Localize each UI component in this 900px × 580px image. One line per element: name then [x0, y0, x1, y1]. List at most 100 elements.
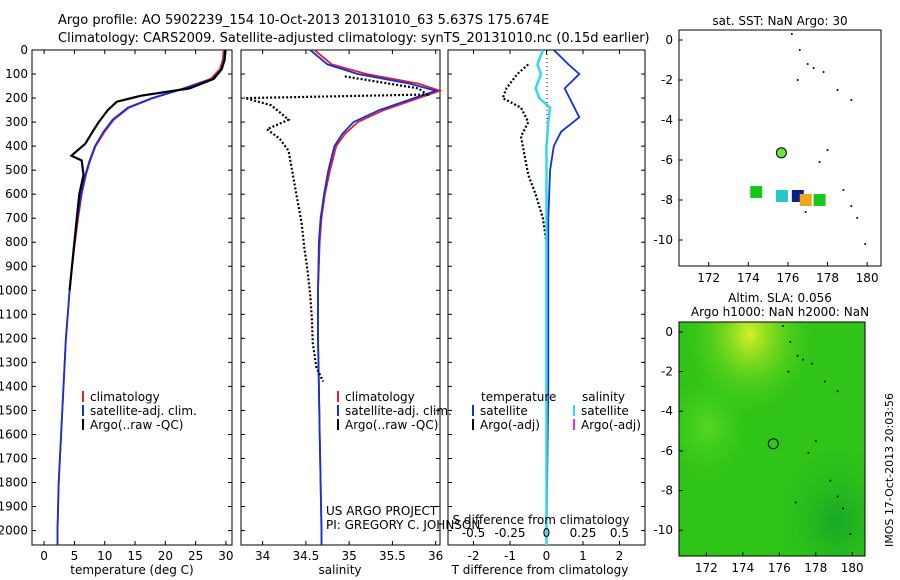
island-dot — [794, 501, 797, 504]
lat-tick-label: -8 — [661, 484, 673, 498]
series-line-salinity-satellite — [534, 49, 552, 545]
sst-map-lat-ticks: 0 -2 -4 -6 -8 -10 — [653, 33, 683, 247]
x-tick-label: 2 — [616, 549, 624, 563]
island-dot — [787, 370, 790, 373]
sst-map-title: sat. SST: NaN Argo: 30 — [712, 14, 847, 28]
temperature-panel: 0100200300400500600700800900100011001200… — [0, 43, 234, 577]
argo-square — [799, 194, 812, 206]
depth-tick-label: 1400 — [0, 379, 28, 393]
depth-tick-label: 1300 — [0, 355, 28, 369]
credits-line-1: US ARGO PROJECT — [326, 504, 438, 518]
x-tick-label: 10 — [97, 549, 112, 563]
legend-climatology: climatology — [90, 390, 160, 404]
x-tick-label: -1 — [504, 549, 516, 563]
s-tick-label: 0 — [543, 526, 551, 540]
x-tick-label: 30 — [218, 549, 233, 563]
legend-t-argo: Argo(-adj) — [480, 418, 540, 432]
x-tick-label: 0 — [40, 549, 48, 563]
depth-tick-label: 1800 — [0, 476, 28, 490]
depth-tick-label: 800 — [5, 235, 28, 249]
legend-swatch-argo — [337, 419, 339, 430]
salinity-legend: climatology satellite-adj. clim. Argo(..… — [337, 390, 452, 432]
difference-lines — [501, 49, 581, 545]
depth-tick-label: 600 — [5, 187, 28, 201]
lon-tick-label: 178 — [804, 561, 827, 575]
lat-tick-label: 0 — [665, 325, 673, 339]
legend-temperature-header: temperature — [481, 390, 556, 404]
s-difference-label: S difference from climatology — [453, 513, 630, 527]
legend-swatch-t-argo — [472, 419, 474, 430]
island-dot — [826, 149, 829, 151]
lat-tick-label: -2 — [661, 73, 673, 87]
credits-line-2: PI: GREGORY C. JOHNSON — [326, 518, 480, 532]
lon-tick-label: 172 — [695, 561, 718, 575]
sla-map-panel: Altim. SLA: 0.056 Argo h1000: NaN h2000:… — [653, 291, 869, 575]
legend-s-satellite: satellite — [581, 404, 629, 418]
difference-y-ticks — [448, 49, 645, 532]
island-dot — [798, 49, 801, 51]
island-dot — [781, 324, 784, 327]
island-dot — [789, 340, 792, 343]
s-tick-label: 0.5 — [610, 526, 629, 540]
lat-tick-label: -10 — [653, 233, 673, 247]
legend-argo: Argo(..raw -QC) — [90, 418, 183, 432]
salinity-panel: 34 34.5 35 35.5 36 climatology satellite-adj… — [240, 49, 480, 577]
legend-s-argo: Argo(-adj) — [581, 418, 641, 432]
legend-swatch-satellite — [337, 405, 339, 416]
depth-tick-label: 1600 — [0, 427, 28, 441]
island-dot — [796, 79, 799, 81]
island-dot — [836, 495, 839, 498]
t-difference-label: T difference from climatology — [451, 563, 629, 577]
s-tick-label: -0.25 — [494, 526, 525, 540]
depth-tick-label: 1200 — [0, 331, 28, 345]
s-tick-label: -0.5 — [462, 526, 485, 540]
sst-map-markers — [750, 147, 826, 206]
legend-argo: Argo(..raw -QC) — [345, 418, 438, 432]
island-dot — [823, 380, 826, 383]
temperature-x-label: temperature (deg C) — [70, 563, 193, 577]
x-tick-label: 20 — [158, 549, 173, 563]
legend-satellite: satellite-adj. clim. — [345, 404, 452, 418]
lat-tick-label: 0 — [665, 33, 673, 47]
sla-map-coastline — [767, 324, 852, 536]
depth-axis: 0 100 200 300 400 500 600 700 800 900 1000 1100 1200… — [0, 43, 232, 538]
lon-tick-label: 180 — [856, 271, 879, 285]
depth-tick-label: 700 — [5, 211, 28, 225]
lat-tick-label: -8 — [661, 193, 673, 207]
salinity-lines — [245, 49, 443, 545]
island-dot — [790, 33, 793, 35]
sst-map-panel: sat. SST: NaN Argo: 30 172 174 176 178 180 0… — [653, 14, 882, 285]
series-line-satellite — [309, 49, 439, 545]
x-tick-label: -2 — [468, 549, 480, 563]
island-dot — [806, 63, 809, 65]
legend-swatch-s-satellite — [573, 405, 575, 416]
legend-climatology: climatology — [345, 390, 415, 404]
island-dot — [836, 89, 839, 91]
legend-swatch-climatology — [337, 391, 339, 402]
island-dot — [807, 451, 810, 454]
header-line-2: Climatology: CARS2009. Satellite-adjuste… — [58, 31, 650, 46]
island-dot — [850, 205, 853, 207]
island-dot — [812, 67, 815, 69]
island-dot — [850, 99, 853, 101]
salinity-x-ticks: 34 34.5 35 35.5 36 — [255, 50, 443, 563]
island-dot — [842, 507, 845, 510]
x-tick-label: 5 — [71, 549, 79, 563]
lat-tick-label: -6 — [661, 153, 673, 167]
legend-salinity-header: salinity — [582, 390, 625, 404]
sst-map-coastline — [790, 33, 867, 245]
argo-square — [750, 186, 763, 198]
depth-tick-label: 500 — [5, 163, 28, 177]
island-dot — [836, 390, 839, 393]
sla-map-title-2: Argo h1000: NaN h2000: NaN — [691, 305, 869, 319]
island-dot — [802, 358, 804, 361]
legend-swatch-s-argo — [573, 419, 575, 430]
sla-map-lat-ticks: 0 -2 -4 -6 -8 -10 — [653, 325, 683, 537]
float-position-marker — [767, 438, 779, 450]
island-dot — [829, 479, 832, 482]
island-dot — [796, 354, 799, 357]
depth-tick-label: 900 — [5, 259, 28, 273]
difference-panel: -2 -1 0 1 2 temperature salinity satellite A… — [447, 49, 646, 577]
sla-map-frame — [678, 321, 866, 557]
depth-tick-label: 1000 — [0, 283, 28, 297]
